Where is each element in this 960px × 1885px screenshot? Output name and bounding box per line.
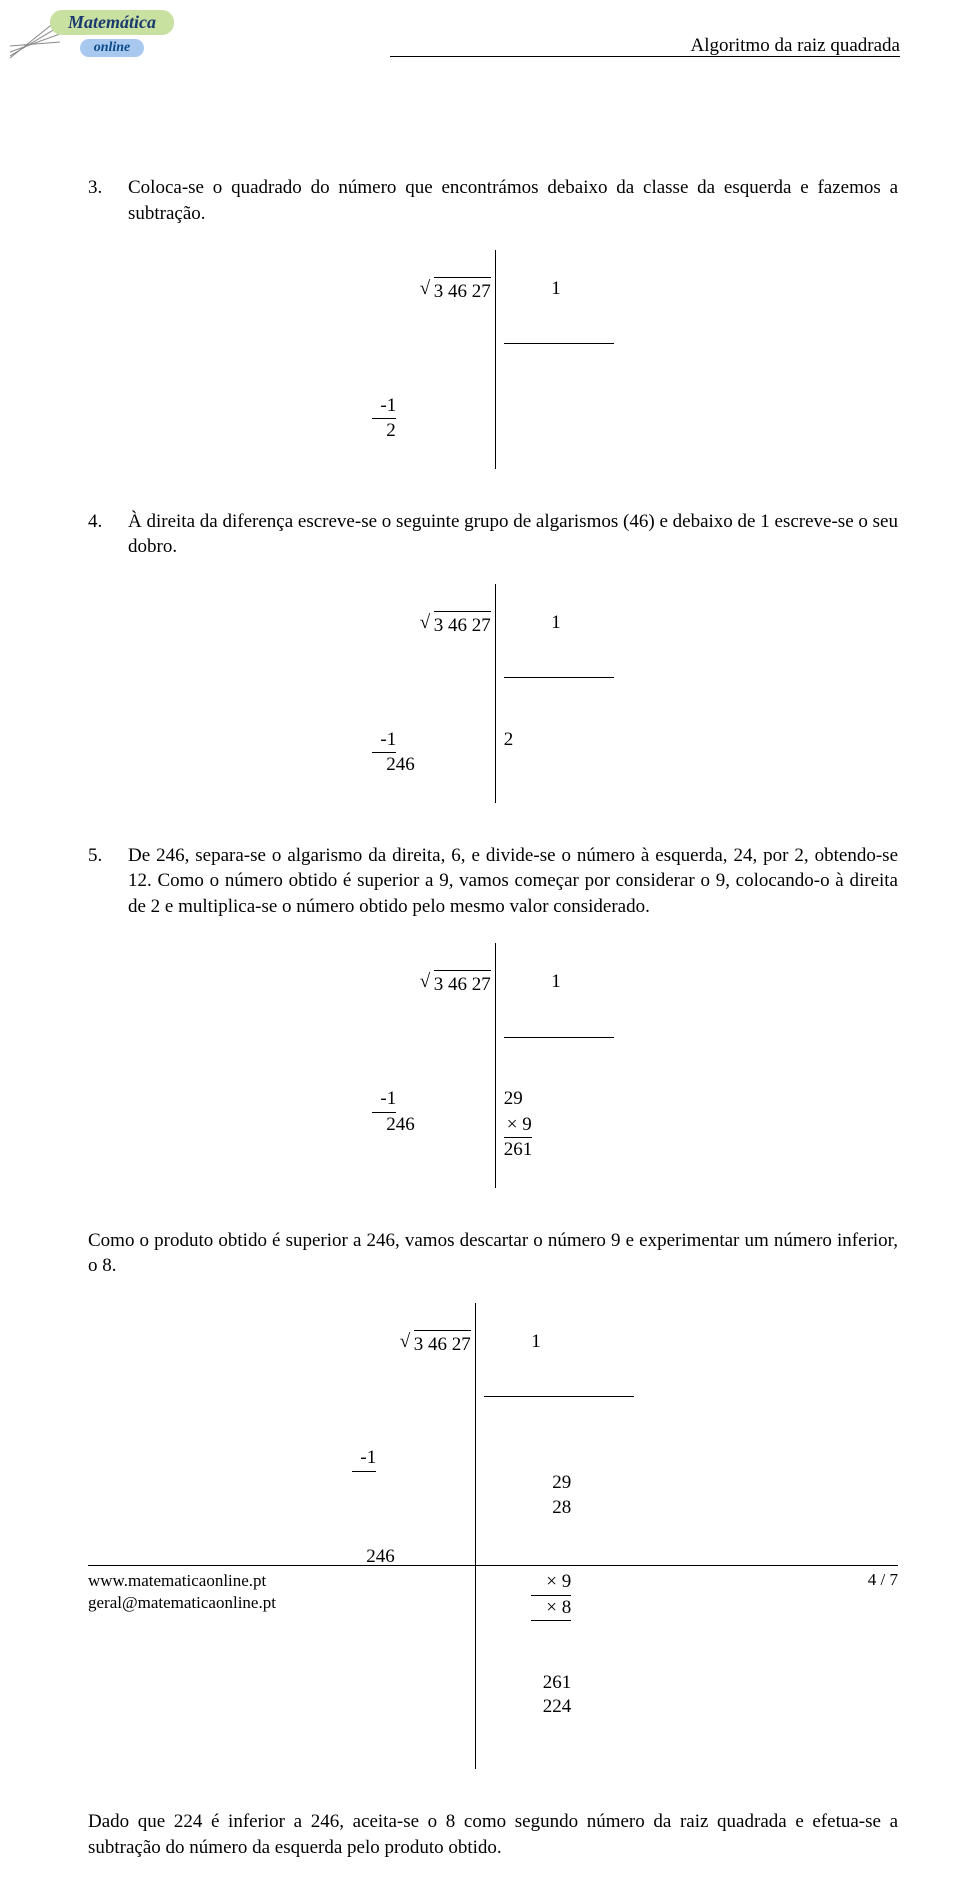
calc-block-2: 3 46 27 1 -1 2 246: [88, 584, 898, 803]
step-number: 4.: [88, 509, 112, 560]
minus-one: -1: [372, 394, 396, 420]
root-digit: 1: [551, 612, 561, 633]
header-rule: [390, 56, 900, 57]
radicand: 3 46 27: [434, 611, 491, 639]
calc-block-3: 3 46 27 1 -1 29 246 × 9 261: [88, 943, 898, 1187]
step-text: Coloca-se o quadrado do número que encon…: [128, 175, 898, 226]
paragraph-discard-9: Como o produto obtido é superior a 246, …: [88, 1228, 898, 1279]
logo-word-top: Matemática: [50, 10, 174, 35]
radicand: 3 46 27: [434, 277, 491, 305]
footer-rule: [88, 1565, 898, 1566]
step-4: 4. À direita da diferença escreve-se o s…: [88, 509, 898, 560]
header-title: Algoritmo da raiz quadrada: [691, 35, 900, 57]
logo-word-bottom: online: [80, 39, 145, 57]
calc-block-1: 3 46 27 1 -1 2: [88, 250, 898, 469]
step-5: 5. De 246, separa-se o algarismo da dire…: [88, 843, 898, 920]
step-3: 3. Coloca-se o quadrado do número que en…: [88, 175, 898, 226]
product-261: 261: [531, 1671, 571, 1696]
step-text: À direita da diferença escreve-se o segu…: [128, 509, 898, 560]
footer-url: www.matematicaonline.pt: [88, 1570, 276, 1592]
step-number: 3.: [88, 175, 112, 226]
trial-28: 28: [531, 1496, 571, 1521]
footer-email: geral@matematicaonline.pt: [88, 1592, 276, 1614]
remainder-246: 246: [386, 754, 415, 775]
remainder-246: 246: [386, 1114, 415, 1135]
root-digit: 1: [531, 1331, 541, 1352]
remainder-1: 2: [386, 420, 396, 441]
double-root: 2: [504, 729, 514, 750]
minus-one: -1: [352, 1446, 376, 1472]
minus-one: -1: [372, 1087, 396, 1113]
step-number: 5.: [88, 843, 112, 920]
product-261: 261: [504, 1139, 533, 1160]
times-9: × 9: [504, 1113, 532, 1139]
root-digit: 1: [551, 971, 561, 992]
root-digit: 1: [551, 278, 561, 299]
page-number: 4 / 7: [868, 1570, 898, 1614]
page-footer: www.matematicaonline.pt geral@matematica…: [88, 1565, 898, 1614]
product-224: 224: [531, 1695, 571, 1720]
page-content: 3. Coloca-se o quadrado do número que en…: [88, 175, 898, 1885]
minus-one: -1: [372, 728, 396, 754]
trial-29: 29: [504, 1088, 523, 1109]
step-text: De 246, separa-se o algarismo da direita…: [128, 843, 898, 920]
trial-29: 29: [531, 1471, 571, 1496]
paragraph-accept-8: Dado que 224 é inferior a 246, aceita-se…: [88, 1809, 898, 1860]
calc-block-4: 3 46 27 1 -1 29 28 246 × 9 × 8: [88, 1303, 898, 1769]
radicand: 3 46 27: [434, 970, 491, 998]
radicand: 3 46 27: [414, 1330, 471, 1358]
